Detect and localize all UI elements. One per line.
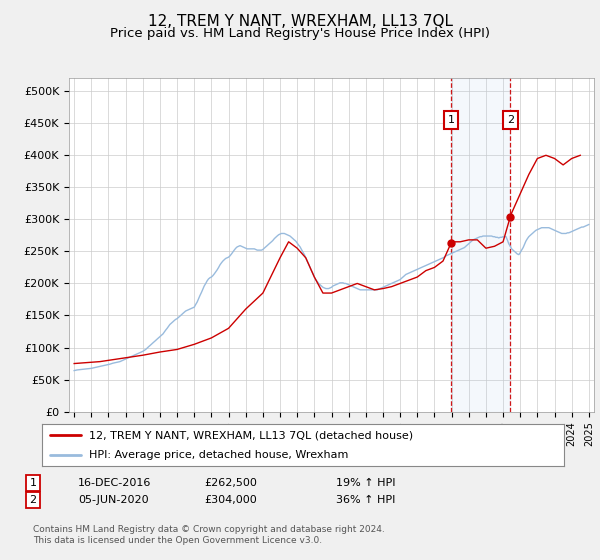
Text: 12, TREM Y NANT, WREXHAM, LL13 7QL (detached house): 12, TREM Y NANT, WREXHAM, LL13 7QL (deta…: [89, 430, 413, 440]
Text: 12, TREM Y NANT, WREXHAM, LL13 7QL: 12, TREM Y NANT, WREXHAM, LL13 7QL: [148, 14, 452, 29]
Text: £262,500: £262,500: [204, 478, 257, 488]
Text: 16-DEC-2016: 16-DEC-2016: [78, 478, 151, 488]
Text: 1: 1: [29, 478, 37, 488]
Text: 36% ↑ HPI: 36% ↑ HPI: [336, 495, 395, 505]
Bar: [451, 78, 510, 412]
Text: 1: 1: [448, 115, 454, 125]
Text: 19% ↑ HPI: 19% ↑ HPI: [336, 478, 395, 488]
Text: 05-JUN-2020: 05-JUN-2020: [78, 495, 149, 505]
Text: Contains HM Land Registry data © Crown copyright and database right 2024.
This d: Contains HM Land Registry data © Crown c…: [33, 525, 385, 545]
Text: 2: 2: [507, 115, 514, 125]
Text: 2: 2: [29, 495, 37, 505]
Text: £304,000: £304,000: [204, 495, 257, 505]
Text: Price paid vs. HM Land Registry's House Price Index (HPI): Price paid vs. HM Land Registry's House …: [110, 27, 490, 40]
Text: HPI: Average price, detached house, Wrexham: HPI: Average price, detached house, Wrex…: [89, 450, 349, 460]
